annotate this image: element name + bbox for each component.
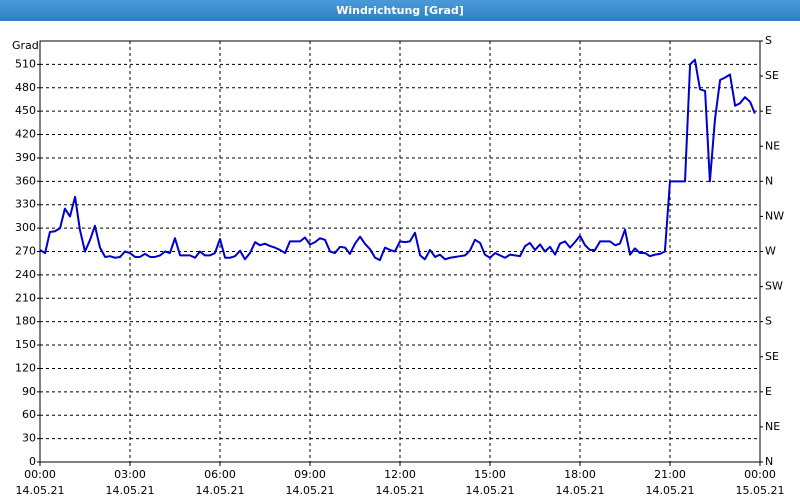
y-tick-label: 510 <box>15 57 36 70</box>
x-tick-label: 00:00 14.05.21 <box>16 468 65 497</box>
y-tick-label: 0 <box>29 455 36 468</box>
y2-tick-label: N <box>765 174 773 187</box>
y2-tick-label: N <box>765 455 773 468</box>
x-tick-label: 12:00 14.05.21 <box>376 468 425 497</box>
y2-tick-label: S <box>765 34 772 47</box>
y-tick-label: 300 <box>15 221 36 234</box>
y2-tick-label: SE <box>765 69 779 82</box>
y2-tick-label: SW <box>765 280 783 293</box>
y2-tick-label: NW <box>765 209 784 222</box>
y-tick-label: 390 <box>15 151 36 164</box>
y-tick-label: 420 <box>15 128 36 141</box>
y-axis-label: Grad <box>12 39 39 52</box>
x-tick-label: 09:00 14.05.21 <box>286 468 335 497</box>
y2-tick-label: NE <box>765 420 780 433</box>
y-tick-label: 450 <box>15 104 36 117</box>
y-tick-label: 180 <box>15 315 36 328</box>
y-tick-label: 60 <box>22 408 36 421</box>
y2-tick-label: E <box>765 104 772 117</box>
y-tick-label: 480 <box>15 81 36 94</box>
y-tick-label: 210 <box>15 291 36 304</box>
x-tick-label: 21:00 14.05.21 <box>646 468 695 497</box>
chart-title: Windrichtung [Grad] <box>336 4 464 17</box>
y-tick-label: 30 <box>22 432 36 445</box>
y-tick-label: 360 <box>15 174 36 187</box>
title-bar <box>0 0 800 21</box>
y-tick-label: 330 <box>15 198 36 211</box>
y2-tick-label: S <box>765 315 772 328</box>
y2-tick-label: NE <box>765 139 780 152</box>
x-tick-label: 03:00 14.05.21 <box>106 468 155 497</box>
y2-tick-label: SE <box>765 350 779 363</box>
y-tick-label: 270 <box>15 245 36 258</box>
y-tick-label: 240 <box>15 268 36 281</box>
x-tick-label: 18:00 14.05.21 <box>556 468 605 497</box>
y2-tick-label: E <box>765 385 772 398</box>
y-tick-label: 150 <box>15 338 36 351</box>
x-tick-label: 15:00 14.05.21 <box>466 468 515 497</box>
x-tick-label: 00:00 15.05.21 <box>736 468 785 497</box>
y-tick-label: 120 <box>15 361 36 374</box>
y2-tick-label: W <box>765 245 776 258</box>
y-tick-label: 90 <box>22 385 36 398</box>
x-tick-label: 06:00 14.05.21 <box>196 468 245 497</box>
data-line <box>39 58 756 262</box>
